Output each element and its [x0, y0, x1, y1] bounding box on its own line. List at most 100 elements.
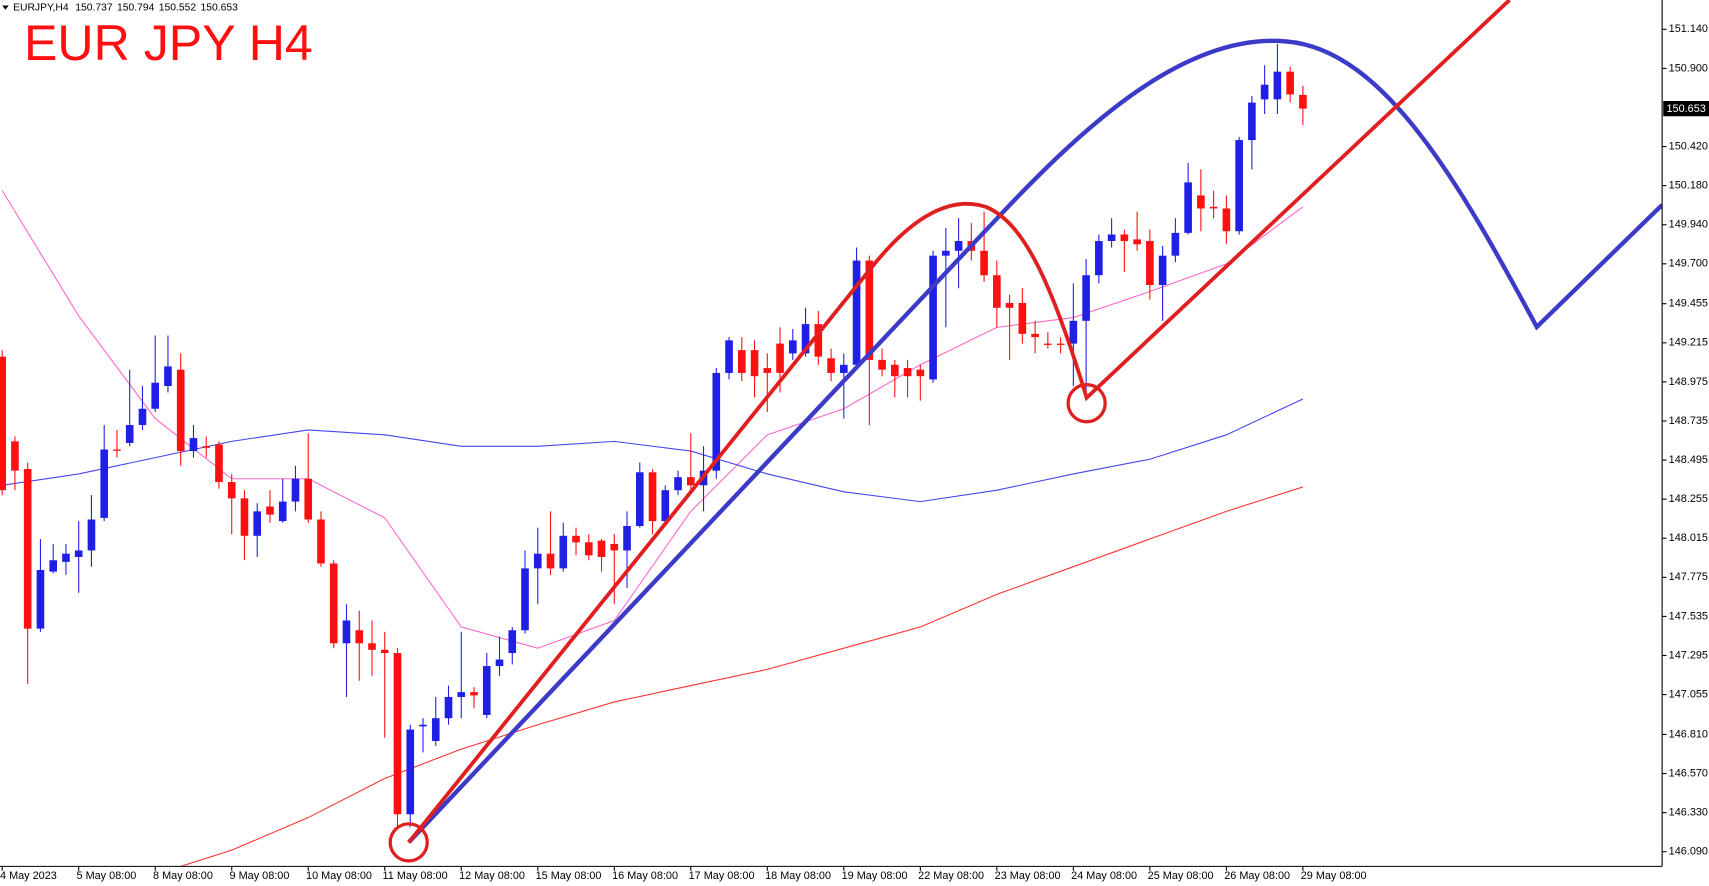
y-tick-label: 146.810: [1669, 728, 1708, 740]
menu-icon: [2, 5, 9, 10]
candle-body: [317, 519, 325, 564]
candle-body: [635, 472, 644, 527]
candle-body: [903, 368, 912, 377]
x-tick-label: 22 May 08:00: [918, 870, 984, 882]
y-tick-label: 147.535: [1669, 610, 1708, 622]
candle-body: [444, 697, 453, 719]
candle-body: [164, 366, 172, 386]
candle-body: [559, 535, 568, 569]
candle-body: [572, 535, 580, 543]
candle-body: [1273, 71, 1282, 100]
candle-body: [610, 543, 619, 551]
candle-body: [419, 724, 427, 727]
candle-body: [878, 359, 886, 370]
y-tick-label: 149.455: [1669, 298, 1708, 310]
y-tick-label: 146.090: [1669, 846, 1708, 858]
candle-body: [240, 498, 249, 536]
y-tick-label: 146.330: [1669, 807, 1708, 819]
candle-body: [470, 692, 478, 696]
blue-projection: [407, 38, 1663, 844]
candle-body: [278, 501, 287, 522]
x-tick-label: 15 May 08:00: [536, 870, 602, 882]
candle-body: [23, 469, 32, 629]
candle-body: [329, 563, 338, 644]
y-tick-label: 148.975: [1669, 376, 1708, 388]
candle-body: [546, 553, 555, 569]
candle-body: [508, 630, 517, 654]
candle-body: [1209, 206, 1218, 209]
candle-body: [521, 568, 529, 631]
candle-body: [100, 449, 109, 518]
symbol-header: EURJPY,H4 150.737 150.794 150.552 150.653: [13, 2, 238, 13]
candle-body: [1005, 302, 1014, 308]
y-tick-label: 147.295: [1669, 649, 1708, 661]
x-tick-label: 12 May 08:00: [459, 870, 525, 882]
y-tick-label: 148.495: [1669, 454, 1708, 466]
candle-body: [215, 444, 223, 483]
candle-body: [87, 519, 96, 551]
candle-body: [202, 446, 211, 448]
y-tick-label: 146.570: [1669, 767, 1708, 779]
candle-body: [253, 511, 262, 536]
candle-body: [368, 643, 376, 650]
candle-body: [1260, 84, 1269, 100]
candle-body: [380, 649, 389, 654]
candle-body: [291, 478, 300, 502]
candle-body: [1299, 94, 1307, 109]
open-price: 150.737: [75, 2, 113, 13]
price-marker: [1663, 100, 1709, 117]
candle-body: [1044, 343, 1052, 345]
candle-body: [648, 472, 657, 522]
candle-body: [865, 260, 874, 360]
candle-body: [0, 356, 6, 491]
candle-body: [1107, 234, 1116, 242]
x-tick-label: 8 May 08:00: [153, 870, 213, 882]
candle-body: [827, 358, 835, 373]
x-tick-label: 17 May 08:00: [689, 870, 755, 882]
candle-body: [125, 425, 134, 443]
red-projection: [407, 0, 1511, 844]
candle-body: [674, 477, 682, 491]
y-tick-label: 151.140: [1669, 23, 1708, 35]
x-tick-label: 25 May 08:00: [1148, 870, 1214, 882]
x-tick-label: 24 May 08:00: [1071, 870, 1137, 882]
y-tick-label: 148.015: [1669, 532, 1708, 544]
candle-body: [1171, 232, 1180, 256]
candle-body: [457, 692, 466, 698]
candle-body: [1082, 275, 1090, 321]
candle-body: [993, 275, 1001, 308]
candle-body: [954, 241, 963, 251]
x-tick-label: 29 May 08:00: [1301, 870, 1367, 882]
x-tick-label: 26 May 08:00: [1224, 870, 1290, 882]
candle-body: [1146, 241, 1154, 285]
candle-body: [482, 666, 491, 715]
candle-body: [840, 364, 848, 373]
close-price: 150.653: [200, 2, 238, 13]
candle-body: [1158, 255, 1167, 285]
candle-body: [776, 343, 784, 373]
high-price: 150.794: [117, 2, 155, 13]
candle-body: [1069, 320, 1078, 344]
candle-body: [1197, 195, 1205, 209]
y-tick-label: 149.940: [1669, 219, 1708, 231]
y-tick-label: 148.735: [1669, 415, 1708, 427]
candle-body: [661, 490, 670, 522]
candle-body: [1133, 239, 1141, 245]
candle-body: [788, 340, 797, 354]
candle-body: [227, 482, 236, 499]
y-tick-label: 149.215: [1669, 337, 1708, 349]
moving-average: [180, 486, 1304, 867]
candle-body: [1235, 140, 1243, 232]
candle-body: [686, 477, 695, 486]
y-tick-label: 149.700: [1669, 258, 1708, 270]
candle-body: [597, 540, 606, 557]
candle-body: [1184, 182, 1192, 233]
x-tick-label: 11 May 08:00: [383, 870, 448, 882]
annotations: [388, 0, 1663, 863]
candle-body: [138, 408, 147, 426]
candle-body: [393, 653, 402, 815]
y-tick-label: 148.255: [1669, 493, 1708, 505]
x-tick-label: 23 May 08:00: [995, 870, 1061, 882]
candle-body: [62, 553, 70, 562]
candle-body: [342, 620, 351, 644]
